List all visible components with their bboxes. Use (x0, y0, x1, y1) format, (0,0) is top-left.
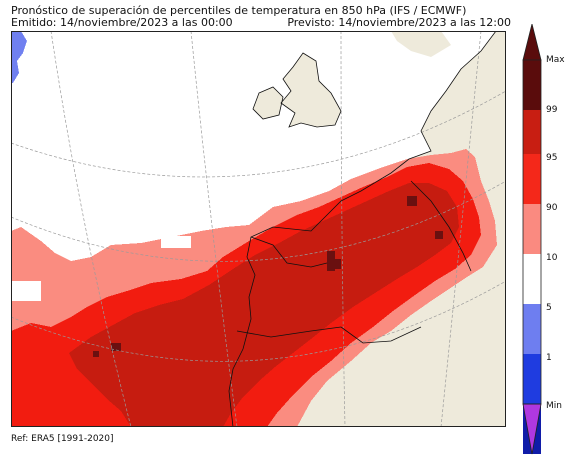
colorbar-band-5 (523, 354, 541, 404)
colorbar-max-tip (522, 24, 542, 61)
graticule-meridian (190, 31, 238, 427)
map-frame (11, 31, 506, 427)
graticule-meridian (440, 31, 482, 427)
max-cell (327, 251, 335, 271)
graticule-parallel (11, 90, 506, 178)
map-title: Pronóstico de superación de percentiles … (11, 4, 467, 17)
colorbar-label-1: 1 (546, 353, 552, 363)
colorbar-band-10 (523, 304, 541, 354)
colorbar-label-99: 99 (546, 105, 558, 115)
graticule (11, 31, 506, 427)
coastline-continent (228, 31, 506, 427)
colorbar-label-90: 90 (546, 203, 558, 213)
coastline-great-britain (280, 52, 342, 128)
border-morocco (236, 326, 342, 338)
gap (161, 236, 191, 248)
region-below-p10 (11, 31, 27, 83)
colorbar-band-90 (523, 204, 541, 254)
max-cell (407, 196, 417, 206)
border-iberia (250, 236, 328, 268)
region-above-p99 (69, 183, 459, 427)
colorbar-band-neutral (523, 254, 541, 304)
border-algeria (340, 326, 422, 344)
max-cell (111, 343, 121, 351)
percentile-colorbar: Max 99 95 90 10 5 1 Min (522, 24, 565, 455)
ireland (253, 87, 283, 119)
forecast-valid-time: Previsto: 14/noviembre/2023 a las 12:00 (287, 16, 511, 29)
border-italy (410, 180, 472, 272)
colorbar-label-95: 95 (546, 153, 557, 163)
max-cell (93, 351, 99, 357)
coastline-ireland (252, 86, 284, 120)
issued-time: Emitido: 14/noviembre/2023 a las 00:00 (11, 16, 233, 29)
scandinavia (391, 31, 451, 57)
colorbar-label-max: Max (546, 55, 565, 65)
colorbar-label-10: 10 (546, 253, 558, 263)
colorbar-band-max (523, 60, 541, 110)
colorbar-label-5: 5 (546, 303, 552, 313)
colorbar-band-95 (523, 154, 541, 204)
forecast-map (11, 31, 506, 427)
coastlines (228, 31, 506, 427)
colorbar-band-99 (523, 110, 541, 154)
percentile-field (11, 31, 497, 427)
graticule-meridian (50, 31, 132, 427)
gap (11, 281, 41, 301)
reference-note: Ref: ERA5 [1991-2020] (11, 434, 114, 444)
colorbar-label-min: Min (546, 401, 562, 411)
max-cell (335, 259, 341, 269)
colorbar-frame (522, 59, 542, 405)
great-britain (281, 53, 341, 127)
max-cell (435, 231, 443, 239)
